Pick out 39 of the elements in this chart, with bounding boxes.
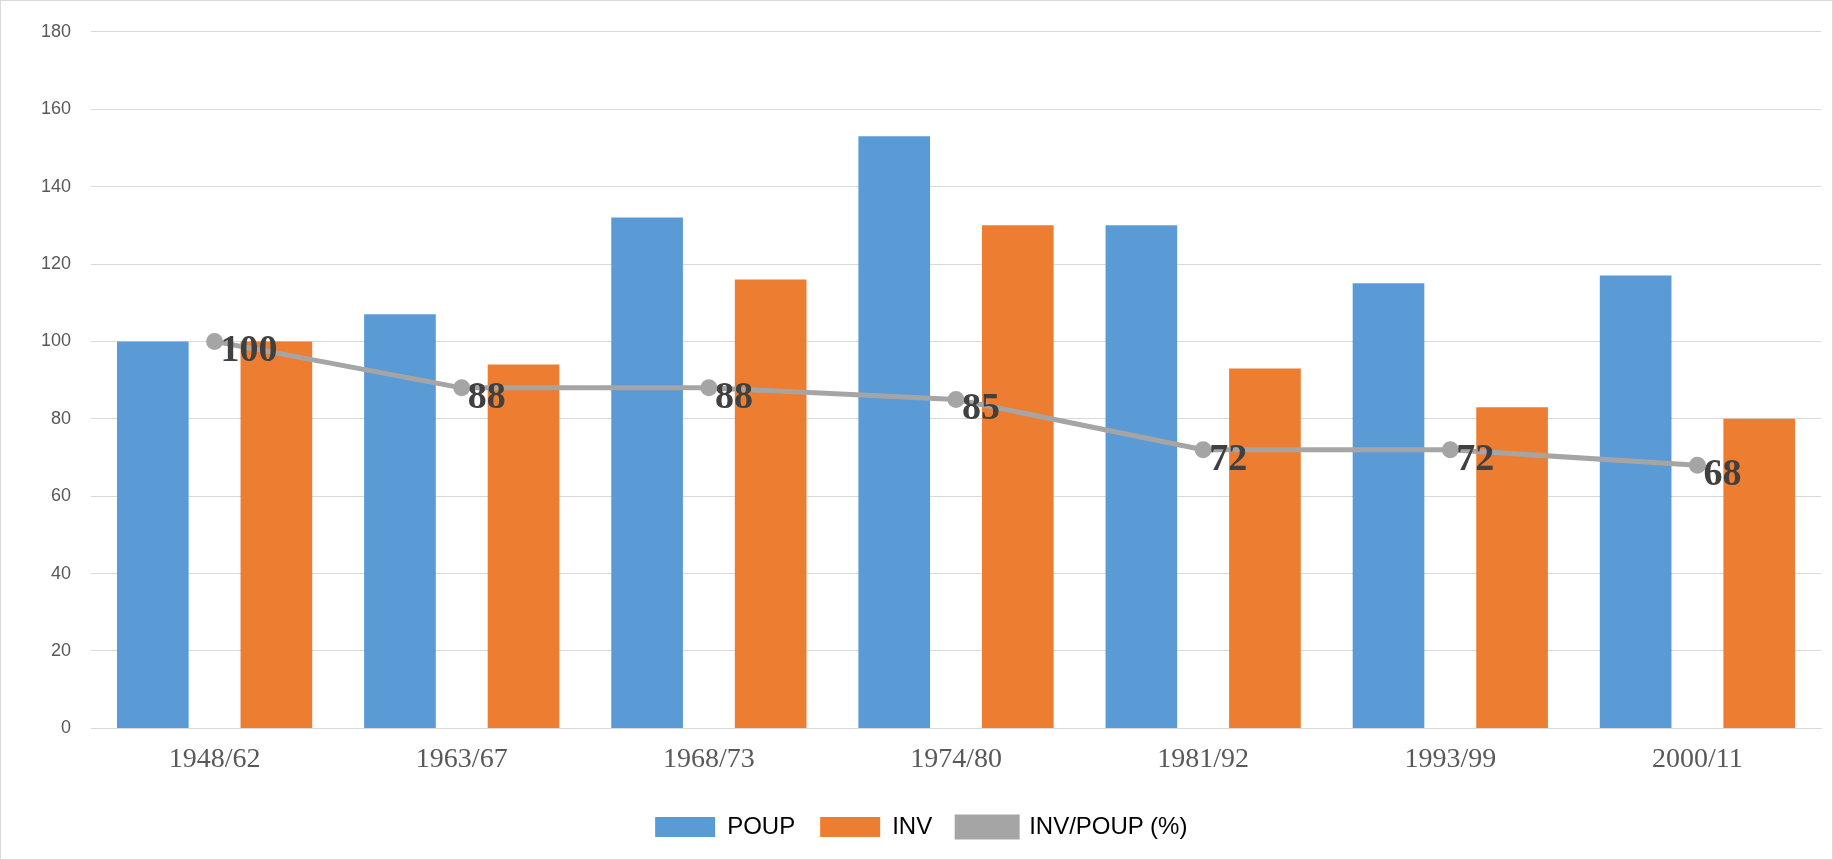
- bar: [1599, 275, 1672, 728]
- point: [1194, 441, 1212, 459]
- y-tick-label: 180: [40, 20, 72, 41]
- x-tick-label: 1993/99: [1404, 741, 1497, 773]
- x-tick-label: 1948/62: [168, 741, 261, 773]
- point: [453, 379, 471, 397]
- point: [700, 379, 718, 397]
- y-tick-label: 140: [40, 175, 72, 196]
- y-tick-label: 20: [51, 639, 72, 660]
- point: [206, 332, 224, 350]
- point: [1441, 441, 1459, 459]
- legend-label: INV: [892, 811, 933, 839]
- bar: [116, 341, 189, 728]
- legend-label: INV/POUP (%): [1029, 811, 1188, 839]
- x-tick-label: 1963/67: [415, 741, 508, 773]
- x-tick-label: 1974/80: [910, 741, 1002, 773]
- y-tick-label: 120: [40, 252, 72, 273]
- point: [947, 390, 965, 408]
- y-tick-label: 40: [51, 562, 72, 583]
- data-label: 72: [1209, 435, 1248, 478]
- bar: [364, 314, 436, 728]
- x-tick-label: 1968/73: [662, 741, 755, 773]
- data-label: 88: [467, 373, 506, 416]
- x-tick-label: 2000/11: [1652, 741, 1743, 773]
- data-label: 72: [1456, 435, 1495, 478]
- legend-label: POUP: [727, 811, 796, 839]
- y-tick-label: 0: [61, 717, 72, 738]
- x-tick-label: 1981/92: [1157, 741, 1250, 773]
- y-tick-label: 80: [51, 407, 72, 428]
- bar: [611, 217, 683, 728]
- data-label: 88: [714, 373, 753, 416]
- data-label: 85: [962, 385, 1001, 428]
- bar: [1352, 283, 1425, 728]
- y-tick-label: 60: [51, 485, 72, 506]
- y-tick-label: 100: [40, 330, 72, 351]
- y-tick-label: 160: [40, 98, 72, 119]
- bar: [858, 136, 931, 728]
- bar: [1105, 225, 1178, 728]
- point: [1688, 456, 1706, 474]
